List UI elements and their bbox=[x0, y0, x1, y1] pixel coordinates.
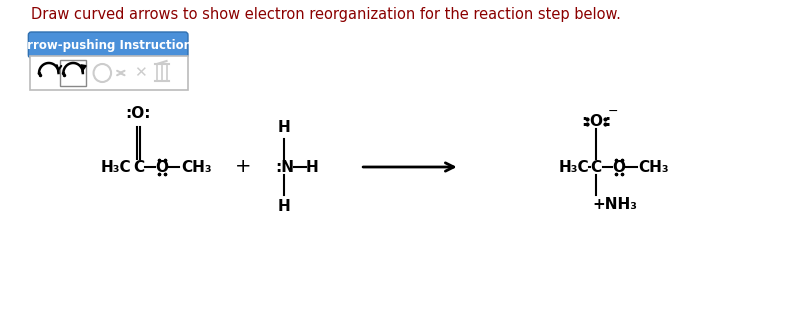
Text: O: O bbox=[613, 159, 626, 175]
Text: Arrow-pushing Instructions: Arrow-pushing Instructions bbox=[18, 38, 199, 51]
Text: :: : bbox=[581, 113, 587, 129]
Text: C: C bbox=[133, 159, 144, 175]
Text: +: + bbox=[235, 158, 251, 176]
Text: :O:: :O: bbox=[126, 106, 151, 121]
FancyBboxPatch shape bbox=[30, 56, 188, 90]
Text: H: H bbox=[305, 159, 318, 175]
Text: +NH₃: +NH₃ bbox=[592, 197, 637, 212]
Text: C: C bbox=[590, 159, 602, 175]
Text: :N: :N bbox=[275, 159, 294, 175]
Text: ✕: ✕ bbox=[134, 66, 147, 81]
Text: CH₃: CH₃ bbox=[639, 159, 669, 175]
Text: O: O bbox=[155, 159, 168, 175]
Text: :: : bbox=[604, 113, 611, 129]
Text: O: O bbox=[590, 113, 603, 129]
Text: −: − bbox=[608, 105, 619, 117]
Text: H: H bbox=[278, 199, 290, 214]
Text: H₃C: H₃C bbox=[101, 159, 131, 175]
Text: CH₃: CH₃ bbox=[181, 159, 212, 175]
FancyBboxPatch shape bbox=[61, 60, 86, 86]
Text: H₃C: H₃C bbox=[559, 159, 589, 175]
FancyBboxPatch shape bbox=[28, 32, 188, 58]
Text: H: H bbox=[278, 120, 290, 135]
Text: Draw curved arrows to show electron reorganization for the reaction step below.: Draw curved arrows to show electron reor… bbox=[32, 7, 621, 22]
